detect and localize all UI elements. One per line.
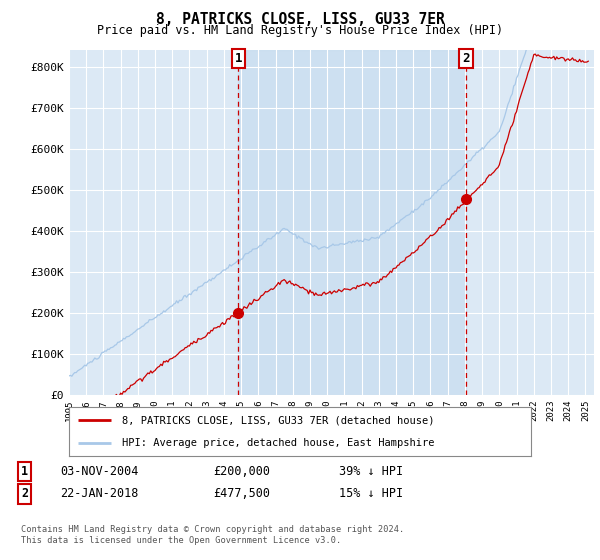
Text: 8, PATRICKS CLOSE, LISS, GU33 7ER: 8, PATRICKS CLOSE, LISS, GU33 7ER: [155, 12, 445, 27]
Text: £200,000: £200,000: [213, 465, 270, 478]
Text: 2: 2: [462, 52, 470, 65]
Text: 1: 1: [21, 465, 28, 478]
Text: 1: 1: [235, 52, 242, 65]
Bar: [238, 50, 466, 395]
Text: 8, PATRICKS CLOSE, LISS, GU33 7ER (detached house): 8, PATRICKS CLOSE, LISS, GU33 7ER (detac…: [122, 416, 434, 426]
Text: 15% ↓ HPI: 15% ↓ HPI: [339, 487, 403, 501]
Text: £477,500: £477,500: [213, 487, 270, 501]
Text: Contains HM Land Registry data © Crown copyright and database right 2024.
This d: Contains HM Land Registry data © Crown c…: [21, 525, 404, 545]
Text: 03-NOV-2004: 03-NOV-2004: [60, 465, 139, 478]
Text: Price paid vs. HM Land Registry's House Price Index (HPI): Price paid vs. HM Land Registry's House …: [97, 24, 503, 36]
Text: 39% ↓ HPI: 39% ↓ HPI: [339, 465, 403, 478]
Text: 2: 2: [21, 487, 28, 501]
Text: 22-JAN-2018: 22-JAN-2018: [60, 487, 139, 501]
Text: HPI: Average price, detached house, East Hampshire: HPI: Average price, detached house, East…: [122, 438, 434, 448]
